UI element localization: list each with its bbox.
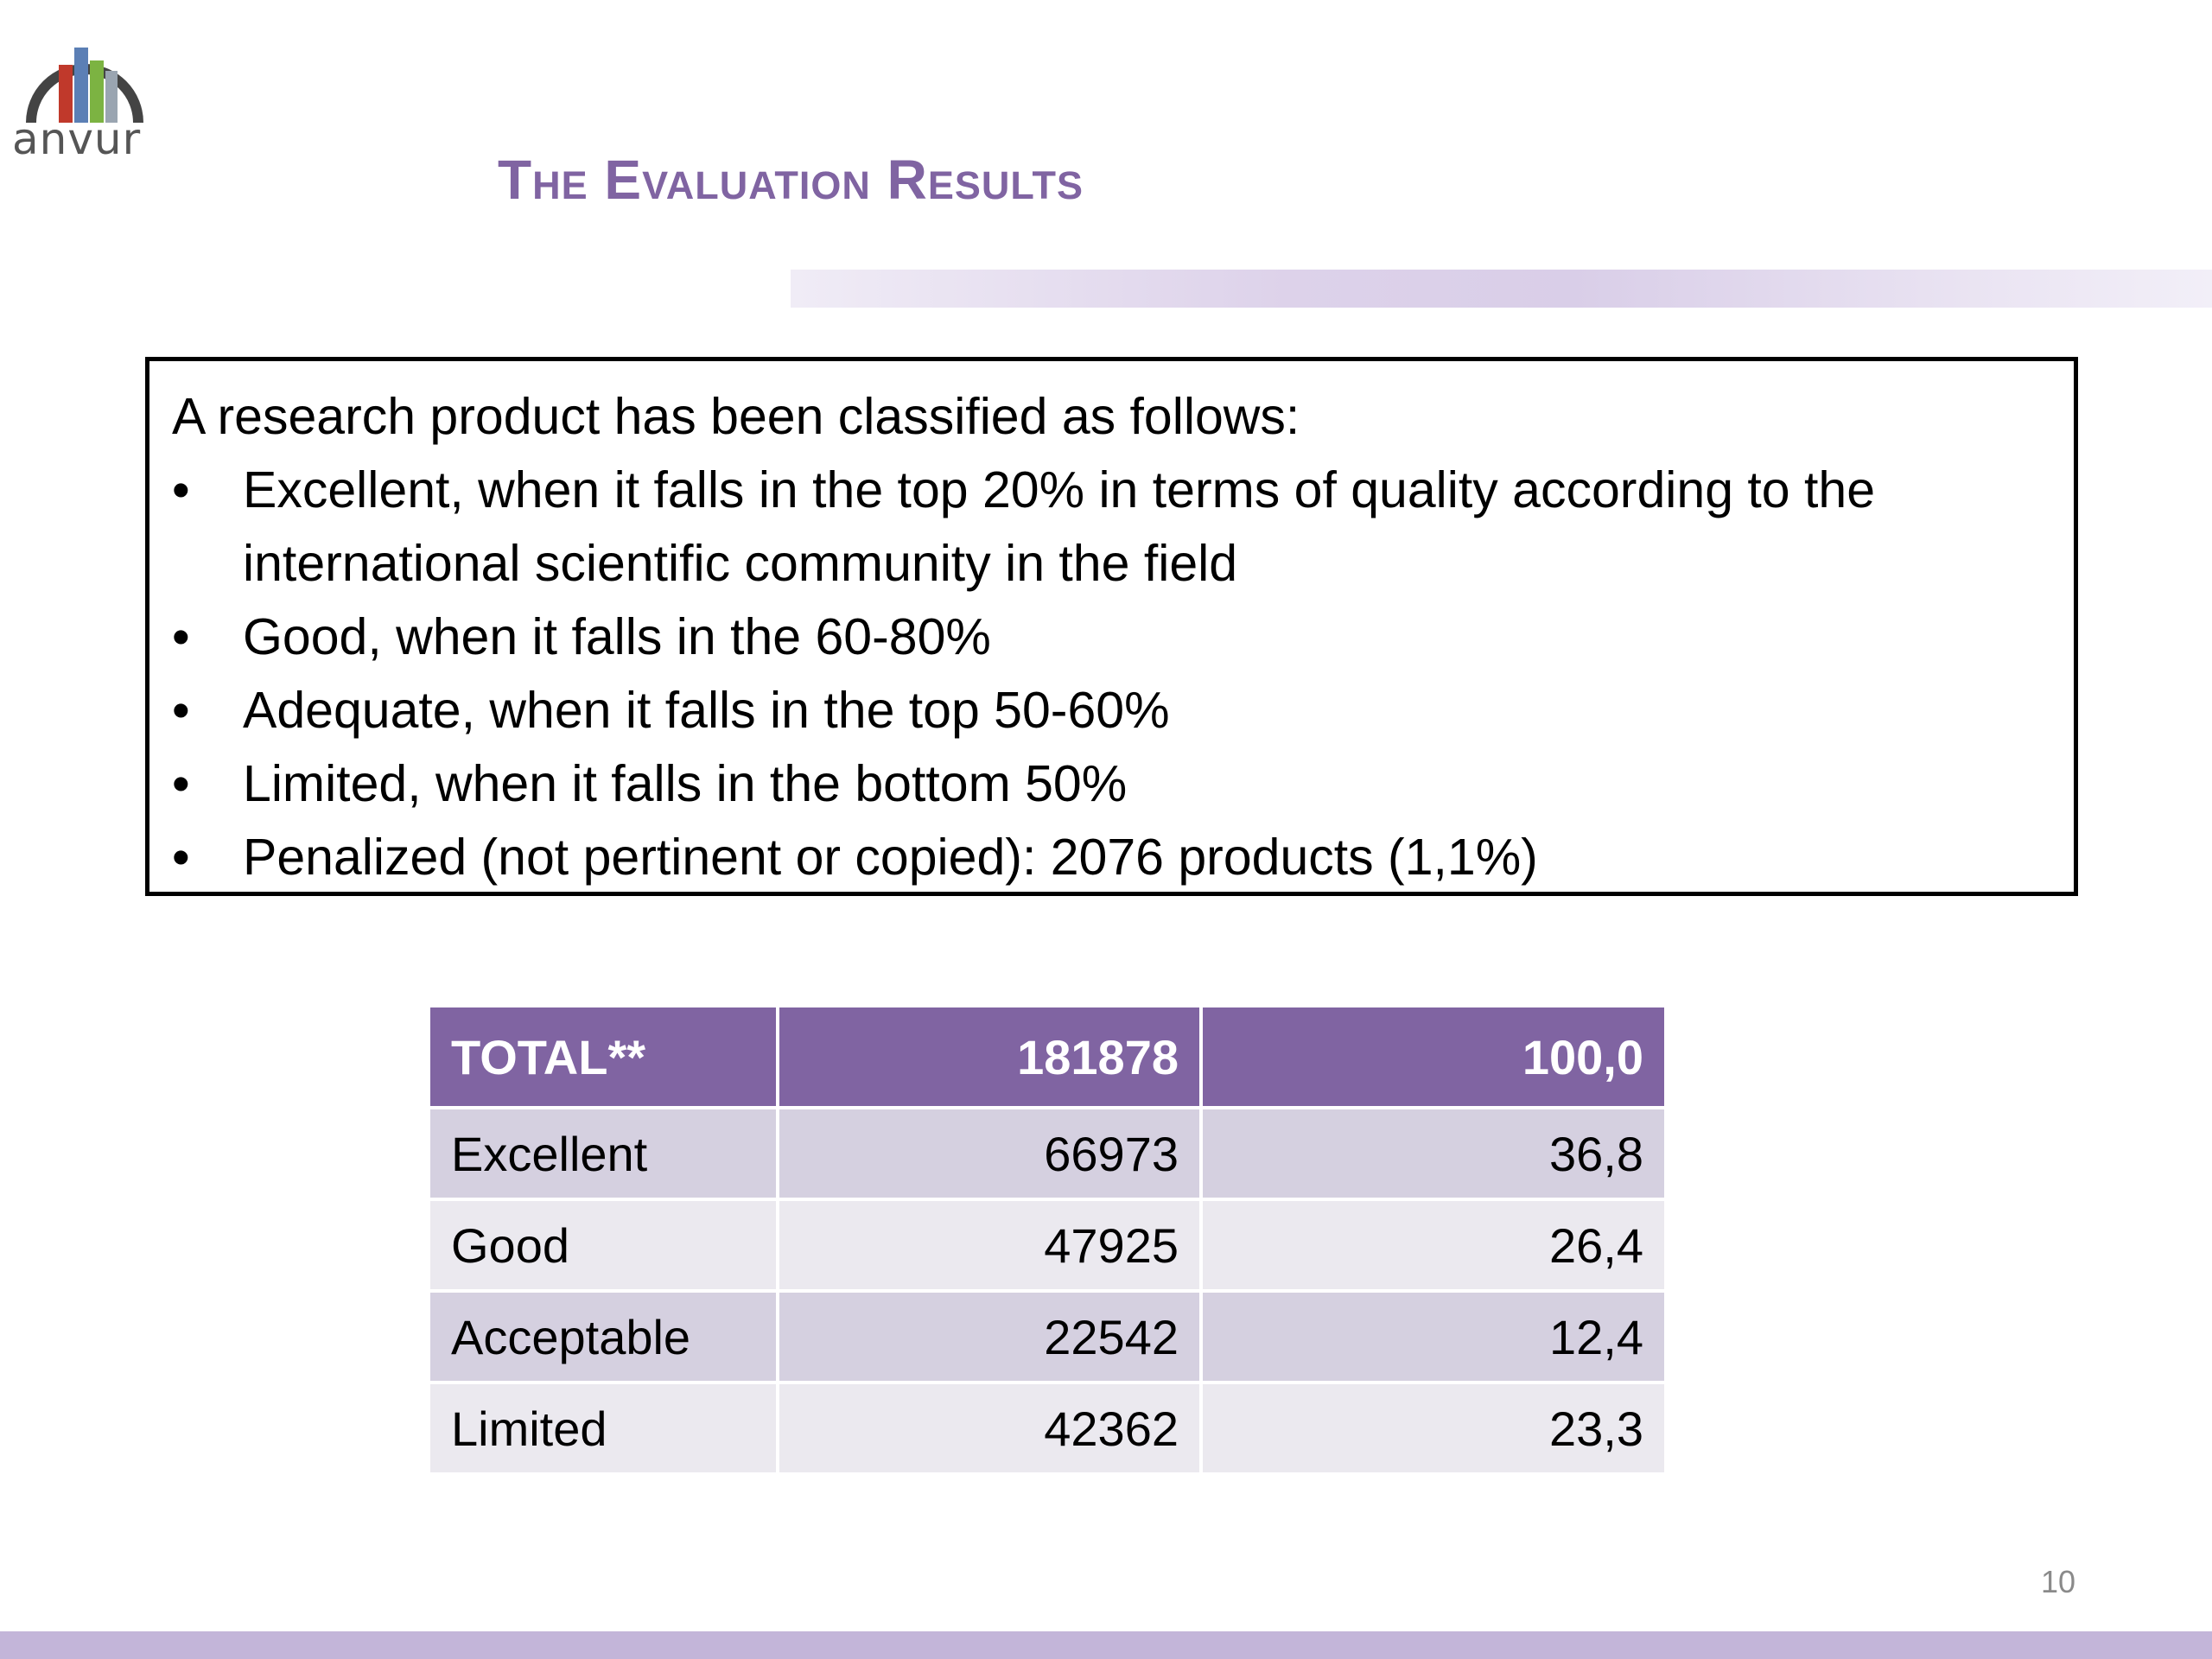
bullet-text: Excellent, when it falls in the top 20% … (243, 461, 1876, 592)
title-underline-bar (791, 270, 2212, 308)
bullet-icon: • (172, 755, 190, 812)
table-cell: 47925 (779, 1201, 1199, 1289)
table-cell: 100,0 (1203, 1007, 1664, 1106)
bullet-text: Limited, when it falls in the bottom 50% (243, 755, 1128, 812)
bullet-text: Adequate, when it falls in the top 50-60… (243, 682, 1170, 739)
bullet-text: Penalized (not pertinent or copied): 207… (243, 829, 1538, 886)
list-item: • Excellent, when it falls in the top 20%… (172, 454, 2053, 601)
table-row: Excellent 66973 36,8 (430, 1109, 1664, 1198)
table-cell: Limited (430, 1384, 776, 1472)
table-cell: 42362 (779, 1384, 1199, 1472)
classification-intro: A research product has been classified a… (172, 388, 1300, 445)
slide-title: The Evaluation Results (498, 149, 1084, 211)
books-arch-icon (26, 48, 143, 124)
page-number: 10 (2041, 1564, 2076, 1599)
table-cell: 23,3 (1203, 1384, 1664, 1472)
list-item: • Limited, when it falls in the bottom 50… (172, 747, 2053, 821)
list-item: • Adequate, when it falls in the top 50-6… (172, 674, 2053, 747)
list-item: • Good, when it falls in the 60-80% (172, 601, 2053, 674)
bullet-text: Good, when it falls in the 60-80% (243, 608, 991, 665)
table-cell: 66973 (779, 1109, 1199, 1198)
bullet-icon: • (172, 608, 190, 665)
table-row: Acceptable 22542 12,4 (430, 1293, 1664, 1381)
table-cell: Excellent (430, 1109, 776, 1198)
table-cell: 22542 (779, 1293, 1199, 1381)
table-row: Good 47925 26,4 (430, 1201, 1664, 1289)
bullet-icon: • (172, 682, 190, 739)
results-table: TOTAL** 181878 100,0 Excellent 66973 36,… (427, 1004, 1668, 1476)
table-cell: 26,4 (1203, 1201, 1664, 1289)
classification-box: A research product has been classified a… (145, 357, 2078, 896)
bullet-icon: • (172, 461, 190, 518)
table-cell: Good (430, 1201, 776, 1289)
table-cell: 181878 (779, 1007, 1199, 1106)
list-item: • Penalized (not pertinent or copied): 20… (172, 821, 2053, 894)
footer-bar (0, 1631, 2212, 1659)
table-cell: 36,8 (1203, 1109, 1664, 1198)
table-row: Limited 42362 23,3 (430, 1384, 1664, 1472)
bullet-icon: • (172, 829, 190, 886)
logo-text: anvur (12, 114, 142, 164)
classification-list: • Excellent, when it falls in the top 20%… (172, 454, 2053, 894)
table-cell: 12,4 (1203, 1293, 1664, 1381)
anvur-logo: anvur (12, 43, 159, 164)
table-cell: Acceptable (430, 1293, 776, 1381)
table-cell: TOTAL** (430, 1007, 776, 1106)
table-header-row: TOTAL** 181878 100,0 (430, 1007, 1664, 1106)
